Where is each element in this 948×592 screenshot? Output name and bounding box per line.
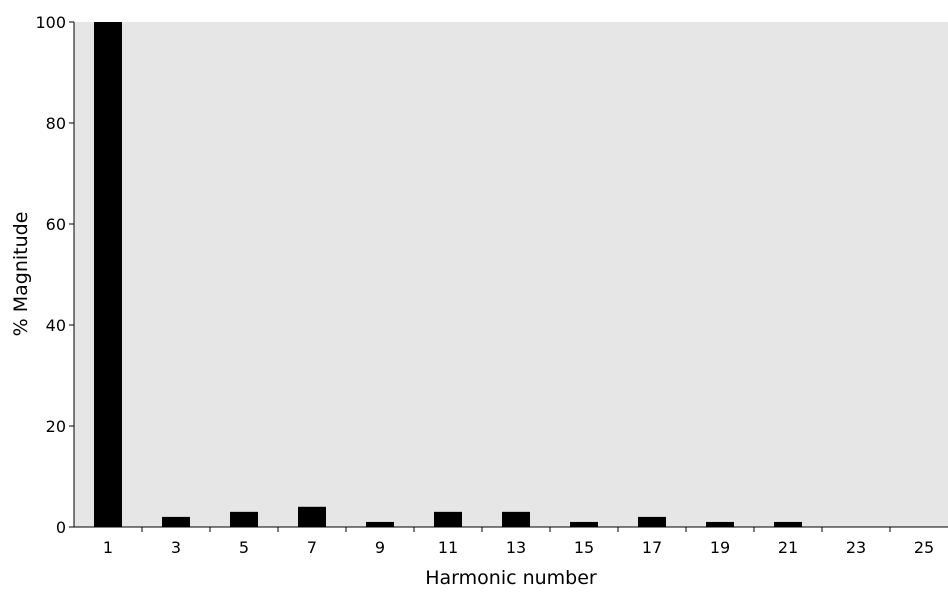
x-tick-label-11: 11 xyxy=(438,538,458,557)
bar-harmonic-21 xyxy=(774,521,802,527)
bar-harmonic-3 xyxy=(162,516,190,527)
x-tick-label-19: 19 xyxy=(710,538,730,557)
bar-harmonic-15 xyxy=(570,521,598,527)
x-tick-label-21: 21 xyxy=(778,538,798,557)
x-tick-label-3: 3 xyxy=(171,538,181,557)
x-tick-label-9: 9 xyxy=(375,538,385,557)
y-tick-label-40: 40 xyxy=(46,316,66,335)
bar-harmonic-13 xyxy=(502,511,530,527)
y-tick-label-20: 20 xyxy=(46,417,66,436)
plot-area xyxy=(74,22,948,527)
x-tick-label-15: 15 xyxy=(574,538,594,557)
x-tick-label-25: 25 xyxy=(914,538,934,557)
bar-harmonic-7 xyxy=(298,506,326,527)
x-tick-label-1: 1 xyxy=(103,538,113,557)
bar-harmonic-17 xyxy=(638,516,666,527)
x-ticks-group: 1 3 5 7 9 11 13 15 17 19 21 23 25 xyxy=(103,527,934,557)
x-tick-label-13: 13 xyxy=(506,538,526,557)
y-tick-label-100: 100 xyxy=(35,13,66,32)
bars-group xyxy=(94,22,802,527)
x-tick-label-17: 17 xyxy=(642,538,662,557)
y-tick-label-80: 80 xyxy=(46,114,66,133)
y-tick-label-0: 0 xyxy=(56,518,66,537)
y-ticks-group: 0 20 40 60 80 100 xyxy=(35,13,74,537)
x-tick-label-7: 7 xyxy=(307,538,317,557)
x-tick-label-5: 5 xyxy=(239,538,249,557)
y-tick-label-60: 60 xyxy=(46,215,66,234)
x-tick-label-23: 23 xyxy=(846,538,866,557)
bar-harmonic-5 xyxy=(230,511,258,527)
bar-harmonic-19 xyxy=(706,521,734,527)
bar-harmonic-1 xyxy=(94,22,122,527)
y-axis-title: % Magnitude xyxy=(10,212,32,337)
x-axis-title: Harmonic number xyxy=(425,567,597,589)
bar-harmonic-11 xyxy=(434,511,462,527)
bar-harmonic-9 xyxy=(366,521,394,527)
